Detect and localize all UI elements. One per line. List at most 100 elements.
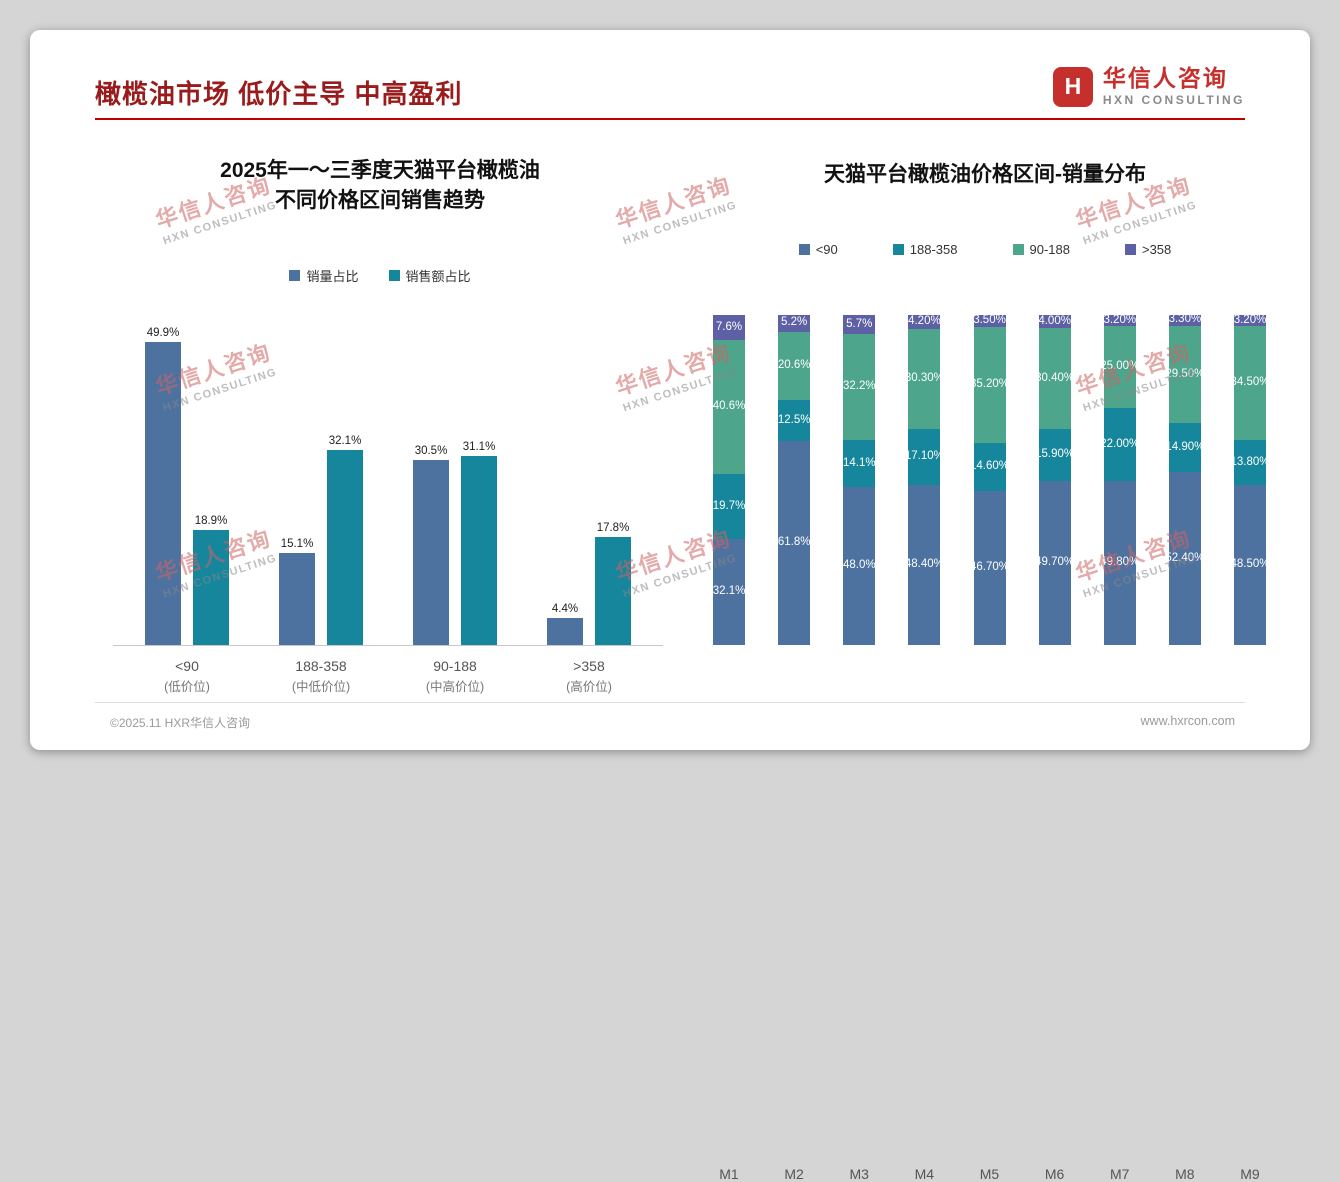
x-axis-label: M8 (1175, 1166, 1195, 1182)
bar-rect (193, 530, 229, 645)
logo-subtitle: HXN CONSULTING (1102, 93, 1245, 108)
x-axis-label-main: <90 (175, 658, 199, 674)
bar: 30.5% (413, 445, 449, 645)
right-chart-title: 天猫平台橄榄油价格区间-销量分布 (824, 163, 1146, 186)
x-axis-label-sub: (中低价位) (291, 680, 351, 694)
legend-item: >358 (1124, 242, 1171, 257)
segment-value-label: 46.70% (974, 561, 1006, 574)
legend-label: 90-188 (1029, 242, 1070, 257)
bar-value-label: 4.4% (551, 603, 579, 616)
stacked-bar: 48.50% 13.80% 34.50% 3.20% (1234, 314, 1266, 645)
bar-segment: 3.20% (1103, 314, 1136, 326)
bar-segment: 49.80% (1103, 480, 1136, 645)
segment-value-label: 40.6% (713, 400, 745, 413)
legend-label: <90 (815, 242, 838, 257)
segment-value-label: 25.00% (1104, 360, 1136, 373)
bar-segment: 19.7% (713, 474, 745, 540)
bar-segment: 46.70% (973, 490, 1006, 645)
bar-segment: 32.1% (713, 539, 745, 645)
x-axis-label-sub: (中高价位) (425, 680, 485, 694)
bar-segment: 48.40% (908, 485, 941, 645)
bar-value-label: 18.9% (194, 515, 228, 528)
bar-rect (145, 342, 181, 645)
stacked-bar: 46.70% 14.60% 35.20% 3.50% (973, 314, 1006, 645)
bar-segment: 29.50% (1168, 325, 1201, 423)
bar-segment: 5.7% (843, 315, 876, 334)
bar-segment: 13.80% (1234, 439, 1266, 485)
footer-copyright: ©2025.11 HXR华信人咨询 (110, 716, 250, 730)
bar-segment: 14.90% (1168, 422, 1201, 473)
bar-rect (413, 459, 449, 645)
segment-value-label: 14.60% (974, 460, 1006, 473)
segment-value-label: 7.6% (715, 320, 743, 333)
left-chart-plot: 49.9% 18.9% 15.1% 32.1% 30.5% 31.1% 4.4% 17.8% (95, 315, 665, 645)
bar: 49.9% (145, 327, 181, 645)
segment-value-label: 32.1% (713, 585, 745, 598)
stacked-bar: 61.8% 12.5% 20.6% 5.2% (778, 314, 811, 645)
legend-swatch (388, 270, 400, 281)
footer-divider (95, 702, 1245, 703)
segment-value-label: 5.7% (846, 317, 873, 330)
bar-rect (547, 618, 583, 645)
legend-label: 销售额占比 (405, 269, 471, 284)
left-chart-title: 2025年一～三季度天猫平台橄榄油 不同价格区间销售趋势 (220, 159, 540, 213)
segment-value-label: 3.30% (1168, 313, 1202, 326)
stacked-bar: 52.40% 14.90% 29.50% 3.30% (1168, 313, 1202, 645)
bar-segment: 5.2% (778, 314, 811, 332)
x-axis-label: M9 (1240, 1166, 1260, 1182)
stacked-bar: 32.1% 19.7% 40.6% 7.6% (713, 315, 745, 645)
bar: 17.8% (595, 522, 631, 645)
x-axis-label: >358 (高价位) (529, 658, 649, 695)
x-axis-label-main: 90-188 (433, 658, 477, 674)
grouped-bar-chart: 2025年一～三季度天猫平台橄榄油 不同价格区间销售趋势 销量占比 销售额占比 4… (95, 150, 665, 695)
logo-name: 华信人咨询 (1102, 65, 1228, 91)
right-chart-legend: <90 188-358 90-188 >358 (690, 242, 1280, 257)
legend-swatch (1012, 244, 1024, 255)
legend-swatch (1124, 244, 1136, 255)
page-title: 橄榄油市场 低价主导 中高盈利 (95, 79, 463, 109)
stacked-bar-chart: 天猫平台橄榄油价格区间-销量分布 <90 188-358 90-188 >358 32… (690, 150, 1280, 1182)
bar-segment: 15.90% (1038, 428, 1071, 481)
legend-item: 销量占比 (289, 266, 359, 285)
stacked-bar: 49.70% 15.90% 30.40% 4.00% (1038, 314, 1071, 645)
bar-value-label: 30.5% (414, 444, 448, 457)
segment-value-label: 32.2% (843, 380, 876, 393)
legend-label: 188-358 (909, 242, 958, 257)
segment-value-label: 35.20% (974, 377, 1006, 390)
bar-segment: 3.20% (1234, 314, 1266, 326)
bar-segment: 30.40% (1038, 328, 1071, 429)
bar-segment: 12.5% (778, 399, 811, 442)
segment-value-label: 15.90% (1039, 448, 1071, 460)
x-axis-label: 188-358 (中低价位) (261, 658, 381, 695)
bar-segment: 49.70% (1038, 481, 1071, 645)
logo: H 华信人咨询 HXN CONSULTING (1052, 65, 1245, 108)
segment-value-label: 4.00% (1038, 314, 1071, 327)
segment-value-label: 3.50% (973, 314, 1006, 327)
bar: 4.4% (547, 603, 583, 645)
bar-rect (595, 537, 631, 645)
bar: 18.9% (193, 515, 229, 645)
bar-value-label: 17.8% (596, 522, 630, 534)
legend-item: 90-188 (1012, 242, 1070, 257)
x-axis-label-sub: (低价位) (164, 680, 210, 694)
x-axis-label: <90 (低价位) (127, 658, 247, 695)
x-axis-label: M5 (979, 1166, 1000, 1182)
bar-segment: 20.6% (778, 331, 811, 400)
segment-value-label: 30.30% (908, 372, 940, 385)
segment-value-label: 5.2% (781, 316, 808, 329)
bar-segment: 17.10% (908, 428, 941, 486)
legend-item: 188-358 (892, 242, 958, 257)
legend-item: <90 (798, 242, 838, 257)
bar: 31.1% (461, 441, 497, 645)
slide: 橄榄油市场 低价主导 中高盈利 H 华信人咨询 HXN CONSULTING 2… (30, 30, 1310, 1182)
logo-text: 华信人咨询 HXN CONSULTING (1102, 65, 1245, 108)
left-chart-legend: 销量占比 销售额占比 (95, 266, 665, 285)
segment-value-label: 13.80% (1234, 455, 1266, 468)
segment-value-label: 14.90% (1169, 440, 1201, 453)
bar-segment: 40.6% (713, 340, 745, 475)
stacked-bar: 48.0% 14.1% 32.2% 5.7% (843, 315, 876, 645)
bar-value-label: 31.1% (462, 441, 496, 454)
header-divider (95, 118, 1245, 120)
segment-value-label: 19.7% (713, 499, 745, 512)
legend-item: 销售额占比 (388, 266, 471, 285)
